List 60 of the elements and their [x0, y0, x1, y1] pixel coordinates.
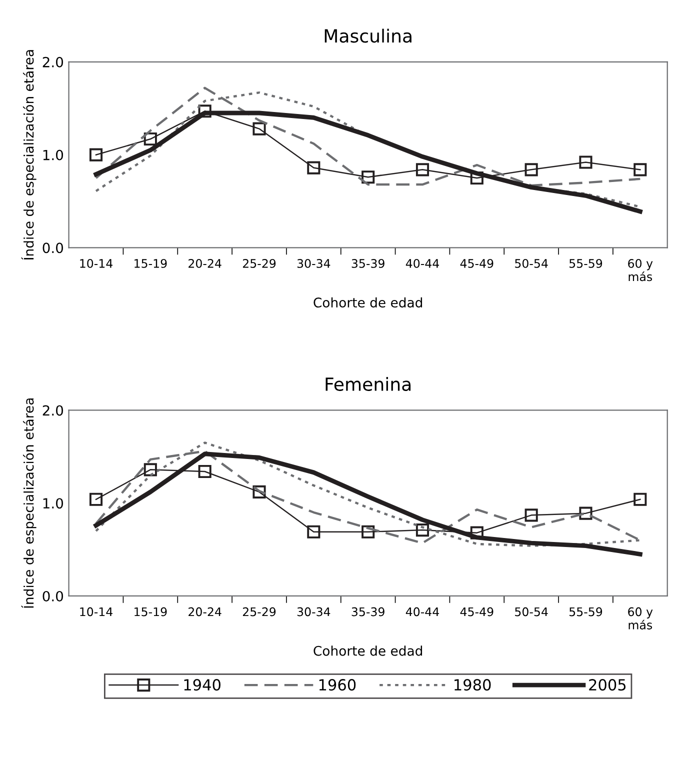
point	[634, 163, 647, 176]
point	[579, 506, 592, 520]
point	[362, 170, 375, 184]
x-tick-label: 35-39	[352, 259, 384, 268]
x-tick-label: 50-54	[515, 259, 548, 268]
x-tick-label: 55-59	[569, 607, 602, 616]
x-tick-label: 40-44	[406, 259, 439, 268]
x-tick-label: 45-49	[460, 607, 494, 616]
legend-label: 1960	[319, 679, 356, 691]
x-tick-label: 50-54	[515, 607, 548, 616]
chart-title: Masculina	[324, 28, 412, 43]
point	[416, 524, 430, 537]
x-tick-label: 15-19	[134, 607, 167, 616]
x-tick-label: 10-14	[80, 259, 112, 268]
x-tick-label: 25-29	[242, 607, 276, 616]
point	[470, 526, 484, 540]
point	[252, 485, 266, 498]
legend-label: 2005	[589, 679, 626, 691]
point	[89, 492, 103, 506]
x-tick-label: 35-39	[352, 607, 384, 616]
y-tick-label: 1.0	[43, 150, 64, 160]
x-tick-label: 10-14	[80, 607, 112, 616]
x-tick-label: 20-24	[188, 607, 222, 616]
point	[362, 525, 375, 538]
x-axis-title: Cohorte de edad	[314, 297, 422, 308]
legend-label: 1980	[454, 679, 491, 691]
x-tick-label: 15-19	[134, 259, 167, 268]
x-tick-label: 60 y más	[628, 607, 653, 630]
x-axis-title: Cohorte de edad	[314, 646, 422, 656]
y-tick-label: 0.0	[42, 242, 64, 254]
point	[198, 464, 212, 478]
x-tick-label: 25-29	[242, 259, 276, 268]
point	[579, 156, 592, 169]
x-tick-label: 20-24	[188, 259, 222, 268]
y-axis-title: Índice de especialización etárea	[21, 398, 36, 608]
point	[198, 104, 212, 118]
x-tick-label: 30-34	[297, 607, 330, 616]
y-tick-label: 1.0	[43, 498, 64, 509]
x-tick-label: 55-59	[569, 259, 602, 268]
y-axis-title: Índice de especialización etárea	[21, 50, 36, 260]
point	[524, 163, 538, 176]
point	[416, 163, 430, 176]
y-tick-label: 0.0	[42, 590, 64, 602]
point	[524, 508, 538, 522]
y-tick-label: 2.0	[42, 405, 64, 416]
point	[470, 171, 484, 185]
x-tick-label: 40-44	[406, 607, 439, 616]
point	[307, 525, 320, 538]
chart-title: Femenina	[326, 377, 411, 392]
x-tick-label: 30-34	[297, 259, 330, 268]
y-tick-label: 2.0	[42, 56, 64, 68]
point	[89, 148, 103, 162]
point	[634, 492, 647, 506]
legend-label: 1940	[184, 679, 220, 691]
x-tick-label: 45-49	[460, 259, 494, 268]
point	[144, 132, 157, 146]
x-tick-label: 60 y más	[628, 259, 653, 282]
point	[144, 463, 157, 476]
point	[307, 161, 320, 174]
point	[252, 122, 266, 136]
